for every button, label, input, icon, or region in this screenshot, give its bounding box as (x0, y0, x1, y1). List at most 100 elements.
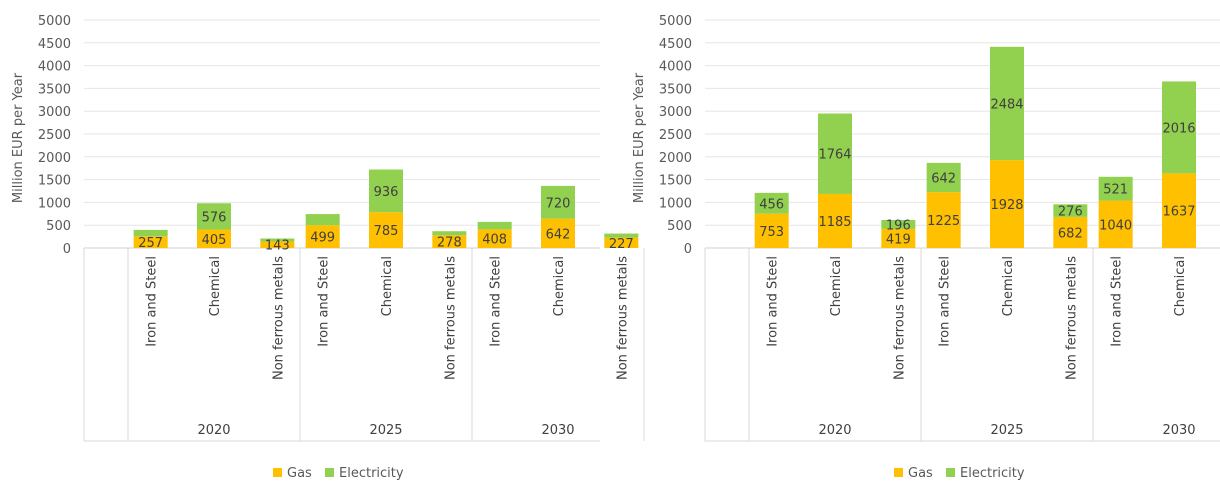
category-label: Iron and Steel (317, 256, 332, 347)
data-label-electricity: 1764 (818, 148, 851, 163)
y-tick-label: 3000 (38, 105, 71, 120)
data-label-gas: 682 (1058, 226, 1083, 241)
legend-label-gas: Gas (908, 466, 933, 481)
category-label: Chemical (380, 256, 395, 316)
data-label-gas: 257 (138, 236, 163, 251)
bar-gas (133, 236, 168, 248)
bar-gas (1162, 173, 1196, 248)
bar-electricity (881, 219, 916, 229)
category-label: Chemical (552, 256, 567, 316)
y-tick-label: 2000 (659, 151, 692, 166)
bar-electricity (990, 46, 1024, 161)
bar-electricity (604, 233, 639, 238)
data-label-gas: 227 (609, 237, 634, 252)
legend-swatch-electricity (325, 468, 334, 477)
group-label: 2030 (1162, 423, 1195, 438)
data-label-gas: 278 (437, 236, 462, 251)
bar-gas (1098, 200, 1133, 248)
data-label-electricity: 2484 (990, 97, 1023, 112)
category-label: Iron and Steel (145, 256, 160, 347)
data-label-gas: 405 (202, 233, 227, 248)
bar-gas (477, 229, 512, 248)
bar-electricity (305, 214, 340, 226)
bar-gas (432, 235, 467, 248)
data-label-electricity: 196 (886, 218, 911, 233)
bar-gas (990, 160, 1024, 248)
bar-electricity (197, 203, 231, 230)
group-label: 2025 (369, 423, 402, 438)
bar-electricity (133, 229, 168, 237)
y-tick-label: 0 (63, 242, 71, 257)
data-label-gas: 785 (374, 224, 399, 239)
category-label: Chemical (1001, 256, 1016, 316)
y-tick-label: 500 (667, 219, 692, 234)
y-tick-label: 500 (46, 219, 71, 234)
legend-swatch-electricity (946, 468, 955, 477)
category-label: Non ferrous metals (892, 256, 907, 380)
category-label: Non ferrous metals (615, 256, 630, 380)
bar-electricity (369, 169, 403, 213)
data-label-gas: 1185 (818, 215, 851, 230)
bar-gas (818, 193, 852, 248)
bar-gas (604, 237, 639, 248)
y-tick-label: 3500 (38, 82, 71, 97)
y-tick-label: 3000 (659, 105, 692, 120)
y-tick-label: 1500 (659, 174, 692, 189)
data-label-electricity: 2016 (1162, 121, 1195, 136)
bar-gas (541, 218, 575, 248)
data-label-gas: 408 (482, 233, 507, 248)
data-label-electricity: 521 (1103, 183, 1128, 198)
data-label-electricity: 576 (202, 210, 227, 225)
y-tick-label: 2500 (38, 128, 71, 143)
category-label: Non ferrous metals (1064, 256, 1079, 380)
y-tick-label: 3500 (659, 82, 692, 97)
bar-gas (305, 225, 340, 248)
y-tick-label: 4000 (659, 60, 692, 75)
category-label: Iron and Steel (938, 256, 953, 347)
data-label-gas: 1040 (1099, 218, 1132, 233)
data-label-gas: 1928 (990, 198, 1023, 213)
y-tick-label: 0 (684, 242, 692, 257)
bar-electricity (541, 185, 575, 219)
y-tick-label: 2500 (659, 128, 692, 143)
data-label-electricity: 720 (546, 196, 571, 211)
y-tick-label: 1000 (38, 196, 71, 211)
data-label-electricity: 936 (374, 185, 399, 200)
data-label-gas: 499 (310, 231, 335, 246)
y-tick-label: 1500 (38, 174, 71, 189)
legend-swatch-gas (894, 468, 903, 477)
group-label: 2025 (990, 423, 1023, 438)
data-label-gas: 143 (265, 239, 290, 254)
bar-gas (881, 228, 916, 248)
data-label-gas: 642 (546, 227, 571, 242)
bar-gas (197, 229, 231, 248)
y-tick-label: 5000 (38, 14, 71, 29)
y-tick-label: 4500 (38, 37, 71, 52)
y-tick-label: 4500 (659, 37, 692, 52)
legend-label-electricity: Electricity (960, 466, 1025, 481)
category-label: Chemical (829, 256, 844, 316)
data-label-gas: 753 (759, 225, 784, 240)
category-label: Iron and Steel (766, 256, 781, 347)
bar-gas (369, 212, 403, 248)
category-label: Iron and Steel (489, 256, 504, 347)
category-label: Chemical (208, 256, 223, 316)
bar-electricity (1098, 176, 1133, 201)
y-tick-label: 4000 (38, 60, 71, 75)
group-label: 2030 (541, 423, 574, 438)
y-axis-label: Million EUR per Year (632, 72, 647, 203)
bar-electricity (432, 231, 467, 236)
category-label: Chemical (1173, 256, 1188, 316)
y-tick-label: 2000 (38, 151, 71, 166)
bar-gas (1053, 216, 1088, 248)
category-label: Iron and Steel (1110, 256, 1125, 347)
bar-gas (926, 192, 961, 248)
data-label-electricity: 456 (759, 197, 784, 212)
category-label: Non ferrous metals (271, 256, 286, 380)
bar-electricity (1053, 204, 1088, 217)
legend-label-gas: Gas (287, 466, 312, 481)
data-label-electricity: 276 (1058, 205, 1083, 220)
data-label-electricity: 642 (931, 172, 956, 187)
